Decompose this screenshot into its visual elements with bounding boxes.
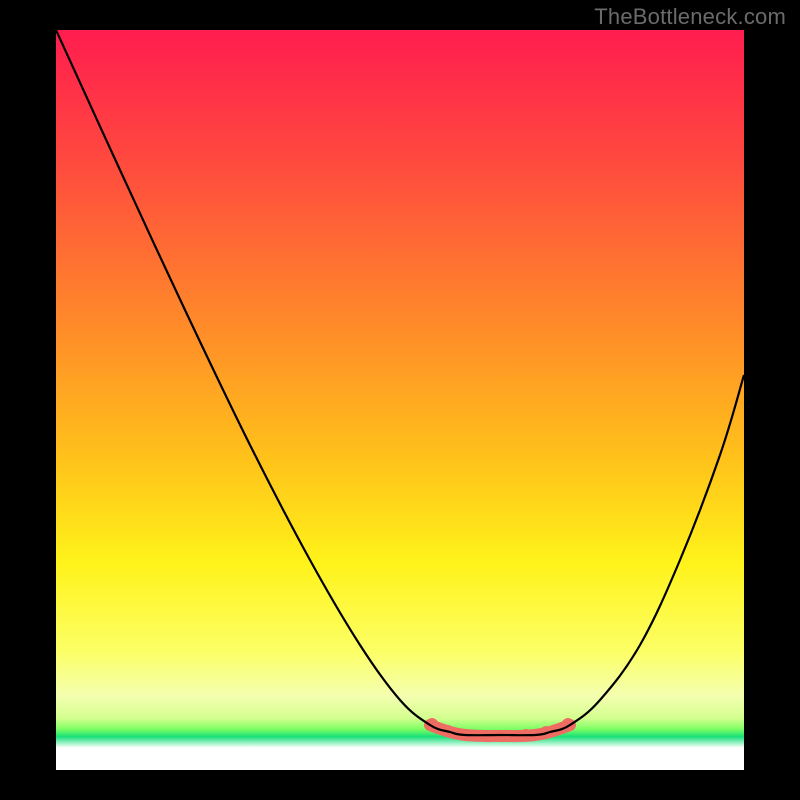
bottleneck-plot: [0, 0, 800, 800]
watermark-text: TheBottleneck.com: [594, 4, 786, 30]
chart-canvas: TheBottleneck.com: [0, 0, 800, 800]
heat-background: [56, 30, 744, 770]
